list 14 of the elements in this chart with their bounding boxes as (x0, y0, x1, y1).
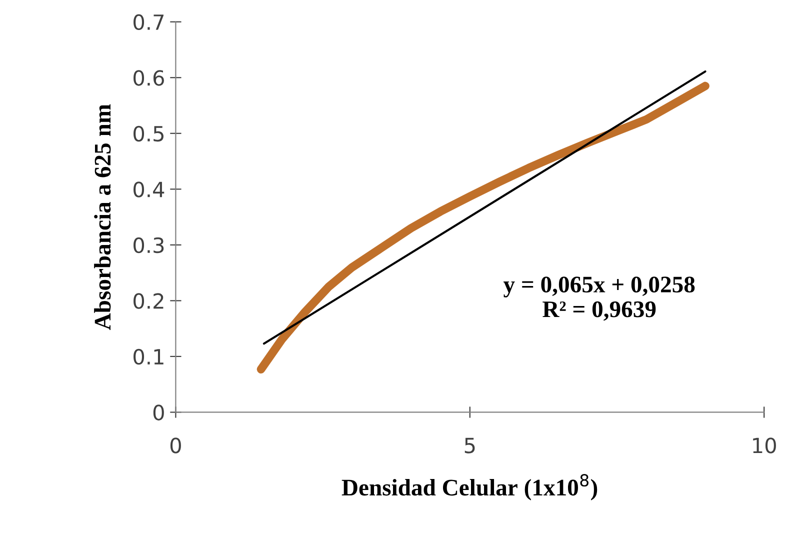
x-tick-label: 5 (464, 438, 475, 454)
y-tick-label: 0.2 (134, 293, 164, 309)
y-tick-label: 0.5 (134, 126, 164, 142)
y-tick-label: 0.7 (134, 14, 164, 30)
y-tick-label: 0.3 (134, 237, 164, 254)
y-tick-label: 0.4 (134, 182, 164, 198)
y-tick-label: 0.6 (134, 70, 164, 86)
x-tick-label: 10 (753, 438, 776, 454)
y-tick-label: 0 (153, 404, 164, 420)
annotation: y = 0,065x + 0,0258 R² = 0,9639 (503, 276, 695, 321)
x-axis-title: Densidad Celular (1x10$^{8}$) (342, 474, 598, 500)
y-axis-title: Absorbancia a 625 nm (94, 104, 111, 330)
x-tick-label: 0 (170, 438, 181, 454)
y-tick-label: 0.1 (134, 348, 164, 365)
